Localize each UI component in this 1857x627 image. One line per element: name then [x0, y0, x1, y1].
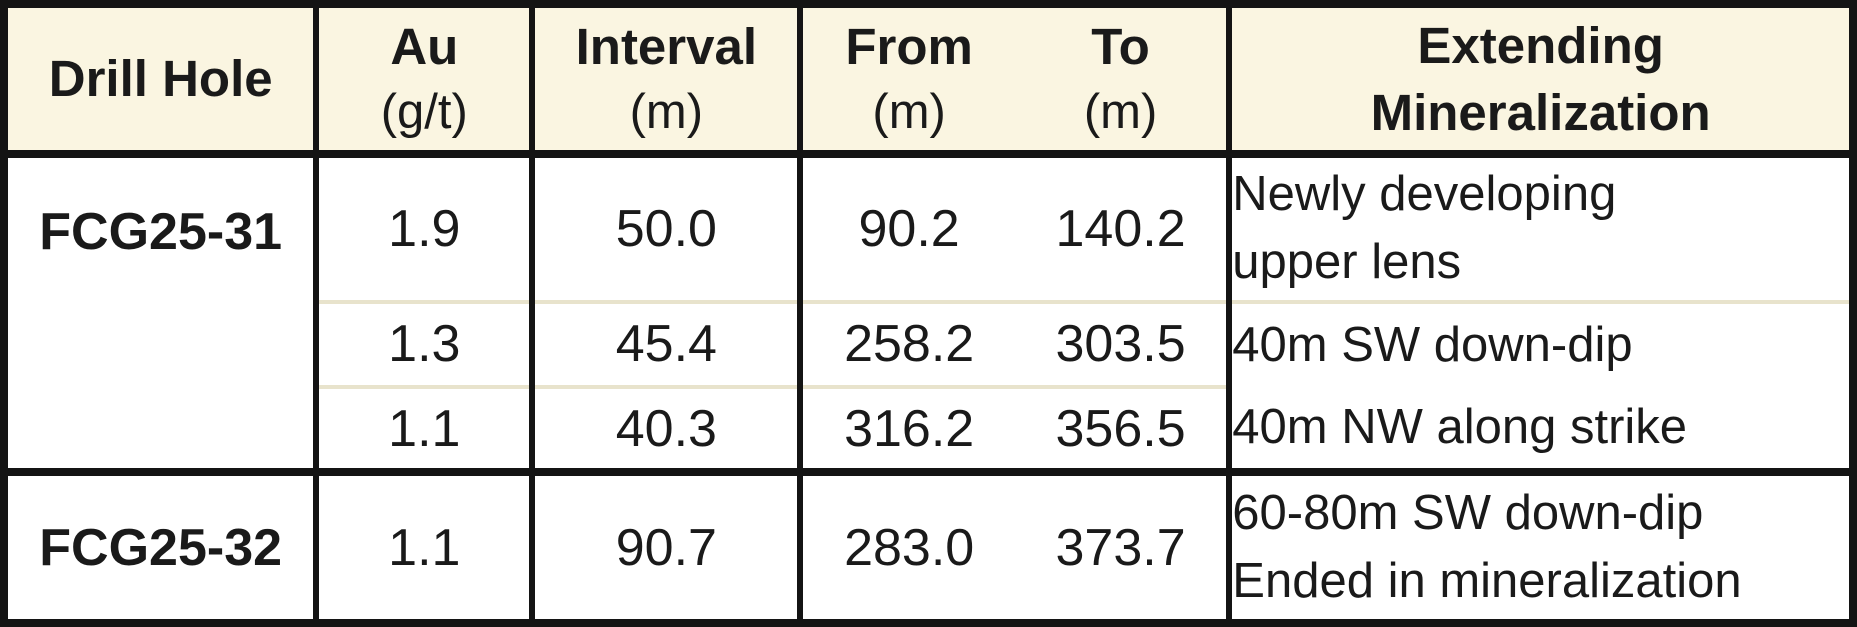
from-to-values: 258.2 303.5: [806, 314, 1226, 374]
from-value: 316.2: [844, 399, 975, 458]
from-value: 283.0: [844, 518, 975, 577]
header-from-label: From: [845, 18, 973, 75]
cell-au: 1.9: [313, 154, 533, 304]
table-body: FCG25-31 1.9 50.0 90.2 140.2 Newly devel…: [4, 154, 1853, 623]
header-from-to: From To (m) (m): [797, 4, 1230, 158]
cell-drill-hole-fcg25-31: FCG25-31: [4, 154, 316, 472]
note-line: Newly developing: [1232, 167, 1617, 222]
drill-hole-id: FCG25-32: [39, 518, 283, 577]
from-to-values: 283.0 373.7: [806, 518, 1226, 578]
header-au: Au (g/t): [313, 4, 533, 158]
header-from-to-units: (m) (m): [806, 80, 1226, 145]
header-drill-hole: Drill Hole: [4, 4, 317, 158]
header-from-unit: (m): [872, 85, 946, 140]
table-row: 1.1 40.3 316.2 356.5: [4, 386, 1853, 473]
header-drill-hole-label: Drill Hole: [48, 50, 273, 108]
to-value: 303.5: [1055, 315, 1186, 374]
cell-interval: 50.0: [529, 154, 801, 304]
header-to-label: To: [1091, 18, 1150, 75]
note-line: 60-80m SW down-dip: [1232, 486, 1704, 541]
from-to-values: 316.2 356.5: [806, 399, 1226, 459]
cell-from-to: 90.2 140.2: [797, 154, 1230, 304]
header-interval: Interval (m): [529, 4, 801, 158]
cell-from-to: 316.2 356.5: [797, 386, 1230, 473]
header-extending-line1: Extending: [1417, 16, 1664, 74]
header-extending-line2: Mineralization: [1370, 84, 1711, 141]
cell-from-to: 258.2 303.5: [797, 301, 1230, 389]
header-au-unit: (g/t): [380, 85, 468, 140]
note-line: 40m NW along strike: [1232, 399, 1688, 454]
table-header: Drill Hole Au (g/t) Interval (m) From To…: [4, 4, 1853, 158]
note-line: 40m SW down-dip: [1232, 317, 1633, 372]
to-value: 356.5: [1055, 399, 1186, 458]
cell-from-to: 283.0 373.7: [797, 468, 1230, 623]
note-line: Ended in mineralization: [1232, 553, 1742, 608]
cell-interval: 45.4: [529, 301, 801, 389]
header-from-to-labels: From To: [806, 13, 1226, 80]
cell-interval: 90.7: [529, 468, 801, 623]
cell-au: 1.3: [313, 301, 533, 389]
cell-drill-hole-fcg25-32: FCG25-32: [4, 468, 317, 623]
from-value: 258.2: [844, 315, 975, 374]
header-row: Drill Hole Au (g/t) Interval (m) From To…: [4, 4, 1853, 158]
drill-hole-id: FCG25-31: [39, 202, 283, 261]
header-interval-label: Interval: [575, 18, 758, 75]
note-line: upper lens: [1232, 234, 1462, 289]
cell-au: 1.1: [313, 468, 533, 623]
table-row: FCG25-31 1.9 50.0 90.2 140.2 Newly devel…: [4, 154, 1853, 304]
header-to-unit: (m): [1083, 85, 1158, 140]
cell-extending-note: 60-80m SW down-dip Ended in mineralizati…: [1226, 468, 1853, 623]
header-extending-mineralization: Extending Mineralization: [1226, 4, 1853, 158]
header-au-label: Au: [390, 18, 459, 75]
to-value: 373.7: [1055, 518, 1186, 577]
cell-au: 1.1: [313, 386, 533, 473]
to-value: 140.2: [1055, 199, 1186, 258]
table-row: 1.3 45.4 258.2 303.5 40m SW down-dip 40m…: [4, 301, 1853, 473]
table-row: FCG25-32 1.1 90.7 283.0 373.7 60-80m SW …: [4, 468, 1853, 623]
header-interval-unit: (m): [629, 85, 704, 140]
cell-interval: 40.3: [529, 386, 801, 473]
from-value: 90.2: [858, 199, 960, 258]
cell-extending-note: Newly developing upper lens: [1226, 154, 1853, 304]
cell-extending-note: 40m SW down-dip 40m NW along strike: [1226, 301, 1853, 473]
from-to-values: 90.2 140.2: [806, 199, 1226, 259]
